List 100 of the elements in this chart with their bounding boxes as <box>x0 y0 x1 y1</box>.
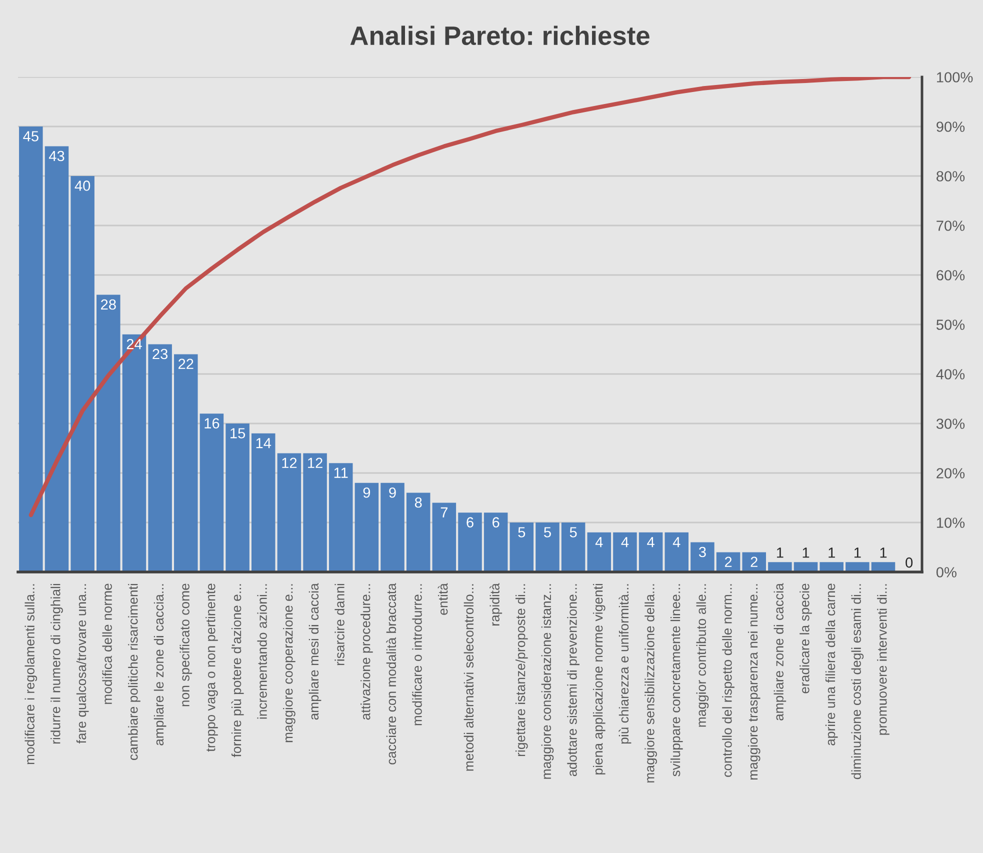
x-tick-label: attivazione procedure... <box>360 584 373 720</box>
bar <box>536 522 560 572</box>
bar <box>354 482 379 572</box>
x-tick-label: ampliare le zone di caccia... <box>154 584 166 746</box>
x-tick-label: troppo vaga o non pertinente <box>206 584 218 752</box>
data-label: 15 <box>230 428 246 438</box>
data-label: 1 <box>777 548 784 558</box>
data-label: 43 <box>48 150 64 162</box>
data-label: 12 <box>282 458 297 468</box>
x-tick-label: cambiare politiche risarcimenti <box>128 584 140 760</box>
x-tick-label: sviluppare concretamente linee... <box>670 584 683 776</box>
x-tick-label: risarcire danni <box>334 584 344 666</box>
data-label: 1 <box>854 548 861 558</box>
bar <box>510 522 534 572</box>
bar <box>664 532 689 572</box>
bar <box>303 453 327 572</box>
data-label: 4 <box>647 537 654 548</box>
x-tick-label: maggiore cooperazione e... <box>283 584 296 742</box>
data-label: 14 <box>256 438 272 448</box>
chart-title: Analisi Pareto: richieste <box>350 26 650 46</box>
x-tick-label: fare qualcosa/trovare una... <box>76 584 89 744</box>
x-tick-label: adottare sistemi di prevenzione... <box>567 584 580 776</box>
bar <box>96 294 120 572</box>
data-label: 9 <box>389 487 396 498</box>
data-label: 12 <box>308 458 322 468</box>
data-label: 0 <box>906 557 913 568</box>
bar <box>690 542 714 572</box>
data-label: 4 <box>621 537 629 548</box>
x-tick-label: ampliare zone di caccia <box>774 583 786 720</box>
data-label: 40 <box>74 180 90 191</box>
x-tick-label: piena applicazione norme vigenti <box>592 584 606 774</box>
x-tick-label: maggiore sensibilizzazione della... <box>644 584 657 782</box>
data-label: 4 <box>595 537 603 548</box>
data-label: 8 <box>414 497 422 508</box>
data-label: 23 <box>152 348 168 360</box>
y2-tick-label: 30% <box>936 418 965 429</box>
bar <box>638 532 663 572</box>
bar <box>148 344 172 572</box>
bar <box>277 453 302 572</box>
x-tick-label: modificare i regolamenti sulla... <box>24 584 38 764</box>
bar <box>122 334 146 572</box>
y2-tick-label: 40% <box>936 369 965 380</box>
bar <box>251 433 276 572</box>
bar <box>613 532 637 572</box>
bar <box>328 463 353 572</box>
data-label: 22 <box>178 358 194 369</box>
data-label: 11 <box>334 468 348 478</box>
data-label: 2 <box>724 556 732 567</box>
x-tick-label: modificare o introdurre... <box>412 584 422 726</box>
y2-tick-label: 80% <box>936 171 965 182</box>
bar <box>44 146 69 572</box>
bar <box>458 512 482 572</box>
data-label: 6 <box>466 517 474 528</box>
x-tick-label: incrementando azioni... <box>257 584 267 719</box>
y2-tick-label: 100% <box>937 72 973 82</box>
x-tick-label: fornire più potere d'azione e... <box>231 584 244 758</box>
x-tick-label: maggiore considerazione istanz... <box>541 584 554 779</box>
x-tick-label: non specificato come <box>180 584 192 706</box>
data-label: 1 <box>802 548 810 558</box>
bar <box>406 492 430 572</box>
bar <box>174 354 198 572</box>
bar <box>226 424 250 572</box>
x-tick-label: controllo del rispetto delle norm... <box>722 584 734 777</box>
data-label: 3 <box>698 546 706 558</box>
y2-tick-label: 90% <box>936 122 965 132</box>
data-label: 5 <box>544 527 551 538</box>
bar <box>484 512 508 572</box>
y2-tick-label: 70% <box>936 220 965 231</box>
x-tick-label: maggior contributo alle... <box>696 584 709 727</box>
y2-tick-label: 10% <box>937 518 965 528</box>
data-label: 5 <box>518 527 526 538</box>
x-tick-label: cacciare con modalità braccata <box>386 583 396 764</box>
bar <box>19 126 43 572</box>
x-tick-label: eradicare la specie <box>800 584 812 694</box>
data-label: 6 <box>492 517 500 528</box>
bar <box>432 502 456 572</box>
x-tick-label: modifica delle norme <box>102 584 112 704</box>
x-tick-label: diminuzione costi degli esami di... <box>851 584 864 780</box>
data-label: 7 <box>440 507 448 518</box>
y2-tick-label: 0% <box>936 567 956 578</box>
data-label: 9 <box>363 487 370 498</box>
bar <box>380 482 404 572</box>
x-tick-label: metodi alternativi selecontrollo... <box>464 584 474 771</box>
x-tick-label: rapidità <box>490 583 502 626</box>
data-label: 1 <box>828 548 835 558</box>
data-label: 4 <box>672 537 680 548</box>
data-label: 16 <box>204 418 220 428</box>
data-label: 45 <box>23 131 38 142</box>
x-tick-label: maggiore trasparenza nei nume... <box>748 584 760 780</box>
x-tick-label: aprire una filiera della carne <box>825 584 838 746</box>
data-label: 5 <box>570 527 577 538</box>
bar <box>70 176 94 572</box>
bar <box>587 532 612 572</box>
y2-tick-label: 20% <box>936 468 965 478</box>
x-tick-label: ampliare mesi di caccia <box>308 583 322 720</box>
data-label: 1 <box>880 548 887 558</box>
x-tick-label: rigettare istanze/proposte di... <box>516 584 528 756</box>
bar <box>200 414 224 572</box>
x-tick-label: promuovere interventi di... <box>877 584 890 735</box>
x-tick-label: più chiarezza e uniformità... <box>618 584 632 744</box>
